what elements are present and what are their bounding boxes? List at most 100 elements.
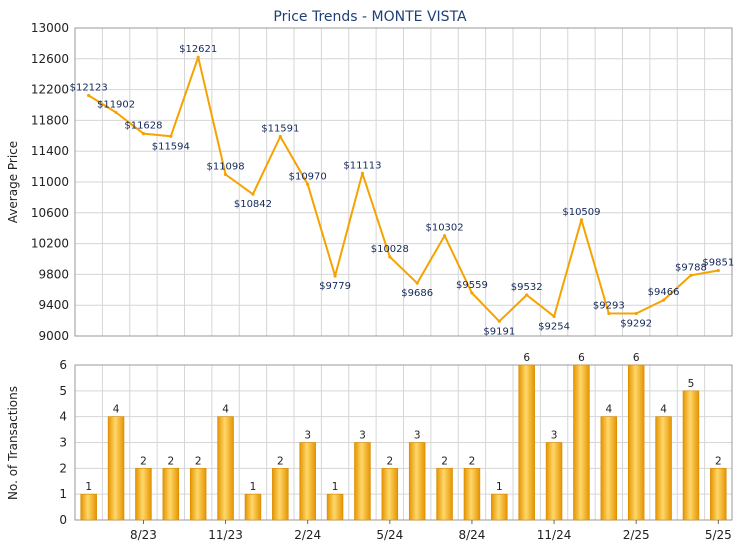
price-data-label: $9191	[483, 326, 515, 337]
price-data-label: $10302	[425, 223, 463, 234]
transaction-bar	[272, 468, 289, 521]
transaction-bar-label: 1	[250, 481, 257, 493]
transaction-bar-label: 6	[633, 352, 640, 364]
price-point	[525, 293, 529, 297]
transaction-bar	[107, 416, 125, 521]
x-axis-tick-label: 8/23	[130, 528, 157, 542]
price-data-label: $12123	[70, 83, 108, 94]
transaction-bar	[354, 442, 371, 521]
price-y-tick-label: 9800	[38, 267, 69, 281]
transaction-bar	[682, 390, 700, 521]
transactions-y-tick-label: 3	[59, 436, 67, 450]
transaction-bar	[436, 468, 453, 521]
transaction-bar-label: 2	[195, 455, 202, 467]
price-y-tick-label: 10200	[31, 237, 69, 251]
transaction-bar	[299, 442, 316, 521]
transactions-y-tick-label: 2	[59, 461, 67, 475]
price-y-tick-label: 12200	[31, 83, 69, 97]
price-point	[634, 311, 638, 316]
transaction-bar	[189, 468, 207, 521]
transaction-bar-label: 1	[332, 481, 339, 493]
price-point	[278, 134, 282, 139]
price-y-tick-label: 13000	[31, 21, 69, 35]
chart-title: Price Trends - MONTE VISTA	[273, 9, 467, 25]
transaction-bar	[326, 493, 344, 521]
transactions-y-tick-label: 0	[59, 513, 67, 527]
price-data-label: $11113	[343, 160, 381, 171]
x-axis-tick-label: 2/25	[623, 528, 650, 542]
transactions-y-tick-label: 1	[59, 487, 67, 501]
x-axis-tick-label: 5/25	[705, 528, 732, 542]
price-data-label: $9788	[675, 262, 707, 273]
price-data-label: $9466	[648, 287, 680, 298]
transaction-bar-label: 1	[496, 481, 503, 493]
price-data-label: $9851	[702, 257, 734, 268]
price-point	[497, 319, 501, 323]
transactions-y-tick-label: 4	[59, 410, 67, 424]
transaction-bar-label: 2	[386, 455, 393, 467]
price-data-label: $11902	[97, 100, 135, 111]
transaction-bar-label: 6	[578, 352, 585, 364]
x-axis-tick-label: 11/23	[208, 528, 243, 542]
price-point	[251, 192, 255, 196]
price-point	[552, 314, 556, 319]
price-point	[114, 110, 118, 115]
price-point	[470, 291, 474, 295]
transactions-panel: 0 1 2 3 4 5 6 No. of Transactions 1 4 2 2 2 4 1 2 3 1 3 2…	[6, 352, 733, 542]
price-data-label: $11098	[206, 161, 244, 172]
price-point	[388, 255, 392, 259]
transaction-bar	[80, 493, 97, 521]
transaction-bar	[217, 416, 234, 521]
price-y-tick-label: 10600	[31, 206, 69, 220]
transaction-bar-label: 2	[715, 455, 722, 467]
price-panel: 9000 9400 9800 10200 10600 11000 11400 11800 122…	[6, 21, 734, 343]
price-data-label: $11591	[261, 123, 299, 134]
transaction-bar-label: 4	[660, 404, 667, 416]
price-y-tick-label: 12600	[31, 52, 69, 66]
price-data-label: $12621	[179, 44, 217, 55]
transaction-bar-label: 4	[222, 404, 229, 416]
x-axis-tick-label: 11/24	[537, 528, 572, 542]
price-point	[689, 273, 693, 277]
transaction-bar	[545, 442, 563, 521]
transaction-bar	[244, 493, 262, 521]
transaction-bar	[710, 468, 727, 521]
price-data-label: $9686	[401, 288, 433, 299]
x-axis-tick-label: 8/24	[458, 528, 485, 542]
x-axis-tick-label: 5/24	[376, 528, 403, 542]
price-data-label: $10842	[234, 199, 272, 210]
price-data-label: $10028	[371, 244, 409, 255]
transaction-bar-label: 2	[277, 455, 284, 467]
price-point	[661, 298, 666, 302]
transaction-bar-label: 4	[605, 404, 612, 416]
price-point	[415, 281, 419, 285]
transaction-bar	[135, 468, 152, 521]
price-series-line	[88, 56, 719, 323]
price-y-tick-label: 11000	[31, 175, 69, 189]
transaction-bar	[381, 468, 399, 521]
transaction-bar-label: 1	[85, 481, 92, 493]
transaction-bar	[162, 468, 180, 521]
price-point	[716, 268, 720, 273]
price-point	[333, 274, 337, 278]
price-data-label: $9779	[319, 281, 351, 292]
price-y-axis-title: Average Price	[6, 141, 20, 223]
price-point	[223, 172, 228, 177]
price-y-tick-label: 9000	[38, 329, 69, 343]
price-data-label: $9254	[538, 321, 570, 332]
transactions-y-axis-title: No. of Transactions	[6, 386, 20, 500]
transactions-y-tick-label: 6	[59, 358, 67, 372]
transaction-bar	[518, 364, 535, 521]
price-data-label: $10970	[289, 171, 327, 182]
price-y-tick-label: 11800	[31, 113, 69, 127]
transaction-bar-label: 6	[523, 352, 530, 364]
transaction-bar-label: 2	[469, 455, 476, 467]
transaction-bar	[463, 468, 481, 521]
price-point	[360, 171, 365, 175]
x-axis-tick-label: 2/24	[294, 528, 321, 542]
price-data-label: $9532	[511, 282, 543, 293]
price-plot-frame	[74, 27, 733, 337]
price-y-tick-label: 11400	[31, 144, 69, 158]
price-point	[196, 55, 200, 59]
price-point	[607, 311, 611, 316]
